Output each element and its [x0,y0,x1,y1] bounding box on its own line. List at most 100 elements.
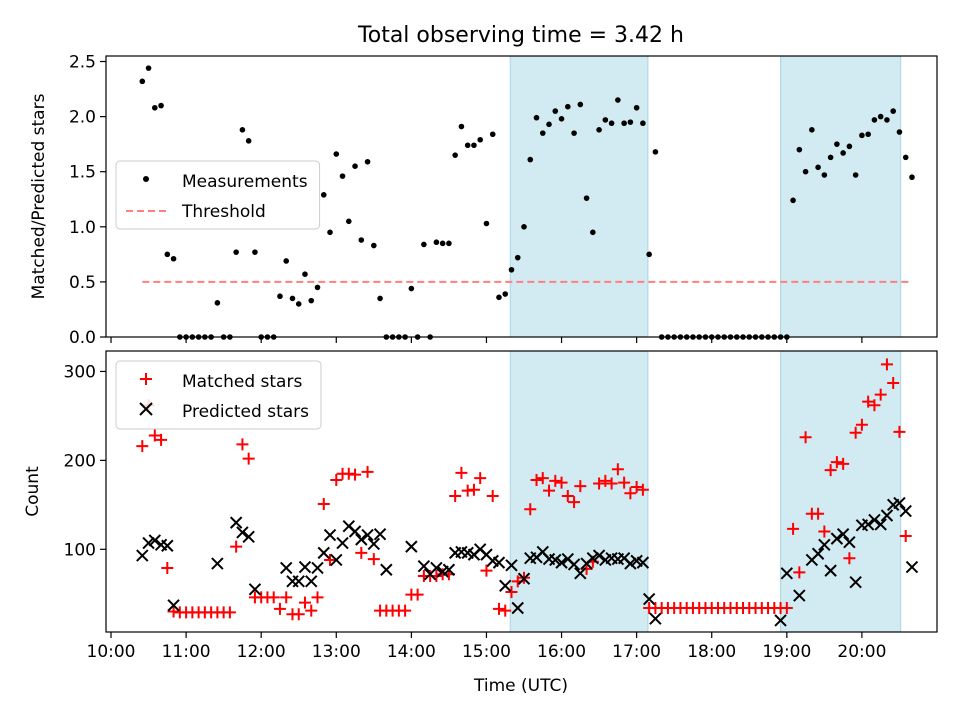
top-y-tick-label: 2.0 [69,108,96,128]
bottom-predicted-point [824,564,837,577]
bottom-legend-plus-icon [140,373,152,385]
bottom-predicted-point [380,563,393,576]
top-measurement-point [277,293,283,300]
bottom-predicted-point [874,518,887,531]
bottom-predicted-point [849,575,862,589]
top-y-tick-label: 0.0 [69,328,96,348]
bottom-predicted-point [868,513,881,527]
bottom-matched-point [236,438,249,451]
top-y-axis-label: Matched/Predicted stars [29,93,49,299]
bottom-matched-point [837,457,850,470]
bottom-predicted-point [229,516,243,529]
bottom-predicted-point [148,534,162,547]
bottom-matched-point [492,602,505,615]
top-measurement-point [502,291,509,297]
bottom-matched-point [618,476,631,489]
bottom-predicted-point [499,579,512,592]
top-measurement-point [539,130,546,136]
top-measurement-point [245,138,252,144]
bottom-predicted-point [236,526,249,539]
top-measurement-point [809,127,815,133]
x-tick-label: 10:00 [87,642,136,662]
bottom-matched-point [787,522,800,535]
top-measurement-point [464,142,471,149]
bottom-matched-point [887,377,900,390]
bottom-predicted-point [567,558,581,571]
top-measurement-point [558,116,565,122]
bottom-matched-point [273,602,286,615]
x-tick-label: 18:00 [687,642,736,662]
top-measurement-point [295,301,302,307]
bottom-matched-point [574,480,587,493]
bottom-matched-point [899,529,912,542]
top-measurement-point [308,297,315,304]
top-measurement-point [339,173,346,179]
bottom-predicted-point [442,563,456,576]
top-measurement-point [452,152,458,158]
top-measurement-point [489,131,496,138]
bottom-axes-frame [105,350,938,633]
top-measurement-point [565,103,571,110]
top-measurement-point [496,294,502,301]
top-measurement-point [577,101,584,108]
bottom-matched-point [799,431,812,444]
bottom-legend-x-icon [139,402,153,416]
bottom-observing-span [780,350,902,633]
top-measurement-point [421,241,427,248]
bottom-predicted-point [642,592,656,606]
bottom-y-tick-label: 200 [64,451,96,471]
bottom-matched-point [568,496,581,509]
top-observing-span [780,55,902,338]
bottom-predicted-point [136,549,149,562]
bottom-matched-point [355,546,368,559]
top-measurement-point [546,121,552,128]
bottom-y-tick-label: 100 [64,540,96,560]
top-measurement-point [333,151,340,157]
bottom-predicted-point [286,575,299,588]
top-measurement-point [633,104,640,111]
top-legend-label: Threshold [181,202,266,222]
top-y-tick-label: 1.0 [69,218,96,238]
top-measurement-point [158,102,164,109]
bottom-matched-point [893,425,906,438]
top-y-tick-label: 0.5 [69,273,96,293]
bottom-matched-point [298,596,311,609]
top-measurement-point [640,120,646,127]
top-measurement-point [896,129,903,135]
top-measurement-point [446,240,452,247]
x-tick-label: 15:00 [462,642,511,662]
top-measurement-point [352,163,358,169]
x-tick-label: 13:00 [312,642,361,662]
bottom-predicted-point [511,601,524,615]
top-axes-frame [105,55,938,338]
bottom-predicted-point [793,589,806,602]
bottom-predicted-point [555,556,568,569]
bottom-matched-point [780,601,793,614]
bottom-matched-point [399,604,412,617]
chart-title: Total observing time = 3.42 h [357,23,684,48]
top-measurement-point [859,132,865,139]
x-tick-label: 16:00 [537,642,586,662]
top-measurement-point [902,154,909,161]
bottom-matched-point [536,472,549,485]
top-measurement-point [139,78,146,85]
bottom-predicted-point [167,599,180,612]
bottom-predicted-point [492,556,506,569]
top-measurement-point [590,229,596,236]
top-measurement-point [327,229,333,236]
top-measurement-point [408,285,415,292]
bottom-matched-point [330,473,343,486]
top-observing-span [509,55,649,338]
top-measurement-point [371,242,377,249]
bottom-matched-point [824,464,837,477]
bottom-matched-point [611,463,624,476]
bottom-predicted-point [836,527,850,541]
bottom-matched-point [280,591,293,604]
top-measurement-point [152,104,158,111]
bottom-predicted-point [355,533,368,546]
bottom-matched-point [292,608,305,621]
bottom-matched-point [324,553,337,566]
top-measurement-point [596,127,602,133]
bottom-panel-counts: 100 200 300 10:00 11:00 12:00 13:00 14:00 15:00 1… [23,350,938,662]
